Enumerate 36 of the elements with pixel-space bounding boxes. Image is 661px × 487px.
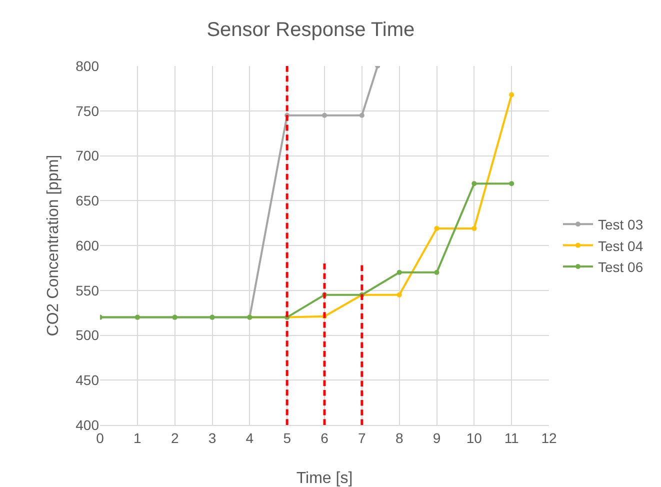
legend-label: Test 06 — [598, 258, 644, 275]
point — [472, 226, 477, 231]
point — [359, 112, 364, 118]
y-tick-label: 800 — [76, 58, 100, 74]
y-tick-label: 650 — [76, 192, 100, 209]
x-tick-label: 12 — [541, 430, 557, 446]
y-tick-label: 450 — [76, 372, 100, 388]
legend-label: Test 04 — [598, 238, 644, 254]
x-axis-title: Time [s] — [296, 470, 353, 487]
x-tick-label: 10 — [466, 430, 482, 446]
y-tick-label: 750 — [76, 102, 100, 119]
x-tick-label: 8 — [395, 430, 404, 446]
x-tick-label: 7 — [358, 430, 366, 446]
y-tick-label: 600 — [76, 237, 100, 254]
x-tick-label: 5 — [283, 430, 292, 446]
legend-label: Test 03 — [598, 216, 644, 233]
x-tick-label: 6 — [320, 430, 329, 446]
point — [322, 112, 327, 118]
point — [509, 181, 514, 186]
point — [396, 270, 402, 275]
point — [434, 270, 440, 275]
x-tick-label: 2 — [170, 430, 179, 446]
y-tick-label: 700 — [76, 148, 100, 164]
point — [396, 292, 402, 298]
y-tick-label: 550 — [76, 282, 100, 298]
point — [509, 92, 514, 98]
y-tick-label: 500 — [76, 327, 100, 344]
point — [434, 226, 440, 231]
x-tick-label: 9 — [432, 430, 441, 446]
x-tick-label: 4 — [246, 430, 254, 446]
point — [472, 181, 477, 186]
x-tick-label: 3 — [208, 430, 216, 446]
chart-title: Sensor Response Time — [206, 18, 415, 41]
x-tick-label: 1 — [134, 430, 142, 446]
y-axis-title: CO2 Concentration [ppm] — [45, 154, 62, 336]
x-tick-label: 11 — [504, 430, 520, 446]
